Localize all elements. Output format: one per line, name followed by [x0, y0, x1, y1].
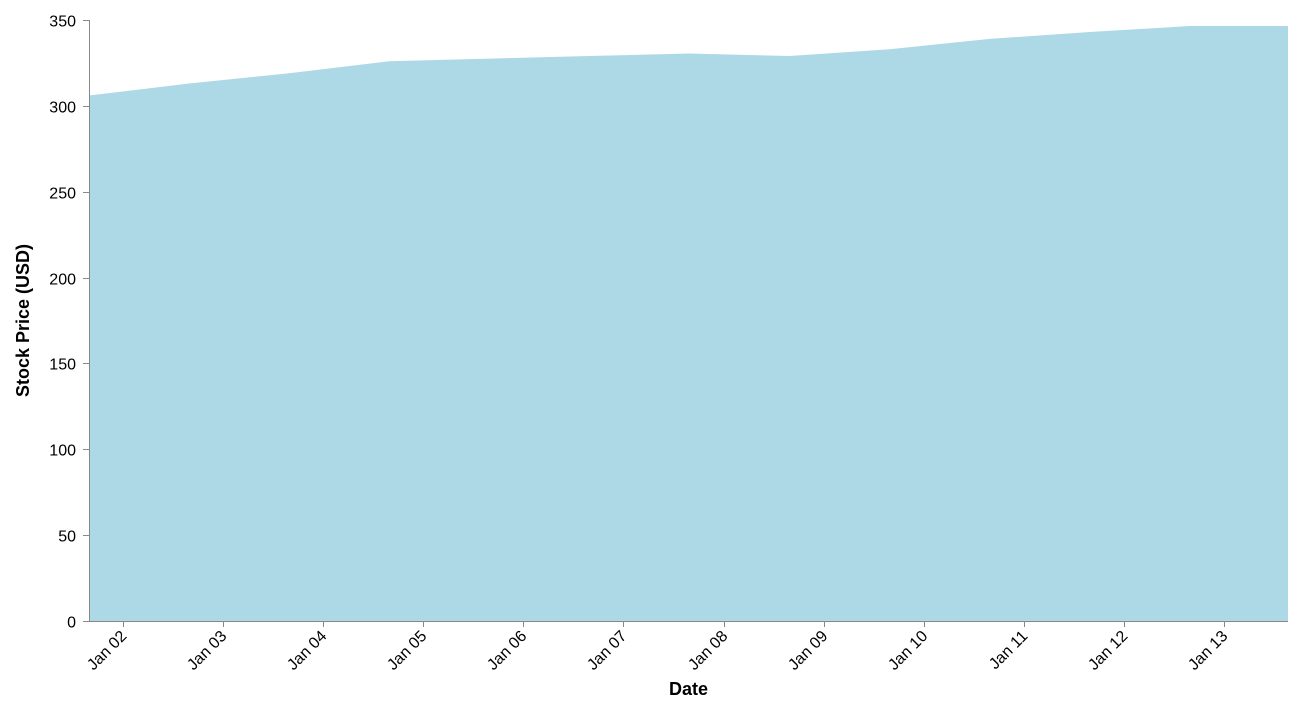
y-tick-label: 200: [49, 272, 76, 289]
x-tick-label: Jan 08: [685, 628, 731, 674]
x-tick-label: Jan 06: [484, 628, 530, 674]
x-tick-label: Jan 02: [84, 628, 130, 674]
y-tick-label: 150: [49, 357, 76, 374]
x-axis-title: Date: [669, 679, 708, 699]
y-tick-label: 50: [58, 529, 76, 546]
y-tick-label: 100: [49, 443, 76, 460]
y-tick-label: 350: [49, 14, 76, 31]
y-axis-title: Stock Price (USD): [13, 244, 33, 397]
area-layer: [89, 26, 1288, 621]
x-tick-label: Jan 09: [785, 628, 831, 674]
x-tick-label: Jan 13: [1185, 628, 1231, 674]
x-tick-label: Jan 03: [184, 628, 230, 674]
y-tick-label: 300: [49, 100, 76, 117]
y-tick-label: 0: [67, 615, 76, 632]
x-tick-label: Jan 05: [384, 628, 430, 674]
x-tick-label: Jan 04: [284, 628, 330, 674]
x-tick-label: Jan 10: [885, 628, 931, 674]
y-tick-label: 250: [49, 186, 76, 203]
y-axis: 0 50 100 150 200 250 300 350: [49, 14, 90, 632]
x-tick-label: Jan 11: [986, 628, 1031, 673]
x-axis: Jan 02 Jan 03 Jan 04 Jan 05 Jan 06 Jan 07 Jan …: [84, 621, 1288, 674]
x-tick-label: Jan 07: [584, 628, 630, 674]
x-tick-label: Jan 12: [1085, 628, 1131, 674]
area-series-stock-price: [89, 26, 1288, 621]
